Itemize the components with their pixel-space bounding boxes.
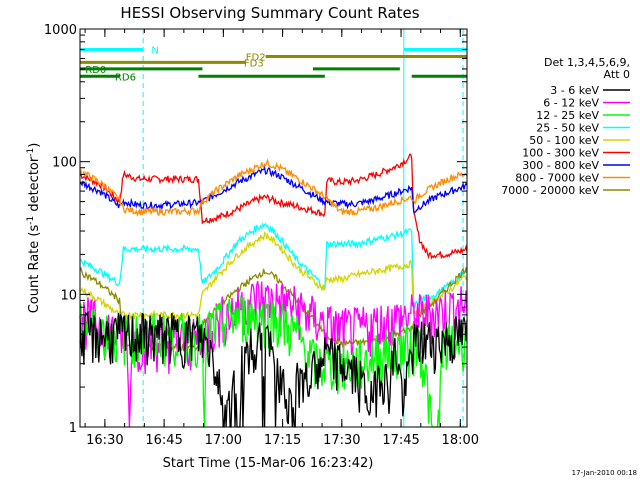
legend-header-line1: Det 1,3,4,5,6,9, — [544, 56, 630, 69]
series-line-0 — [80, 153, 468, 260]
flag-label-rd6: RD6 — [115, 72, 136, 83]
legend-label-1: 6 - 12 keV — [543, 97, 599, 110]
legend-label-0: 3 - 6 keV — [550, 84, 599, 97]
y-tick-label-2: 100 — [52, 156, 77, 171]
flag-label-fd3: FD3 — [244, 58, 264, 69]
x-tick-label-2: 17:00 — [205, 433, 242, 448]
chart-title: HESSI Observing Summary Count Rates — [120, 4, 419, 22]
y-axis-label: Count Rate (s-1 detector-1) — [26, 143, 42, 314]
legend-header-line2: Att 0 — [604, 68, 630, 81]
plot-content — [79, 29, 468, 428]
legend-label-4: 50 - 100 keV — [529, 134, 599, 147]
legend-label-8: 7000 - 20000 keV — [501, 184, 599, 197]
x-tick-label-6: 18:00 — [442, 433, 479, 448]
x-tick-label-0: 16:30 — [86, 433, 123, 448]
y-axis-label-end: ) — [27, 143, 42, 148]
series-line-8 — [79, 310, 468, 428]
y-tick-label-0: 1 — [69, 421, 77, 436]
series-line-3 — [79, 222, 468, 309]
x-axis-label: Start Time (15-Mar-06 16:23:42) — [163, 456, 374, 471]
plot-frame — [79, 28, 468, 428]
y-axis-label-main: Count Rate (s — [27, 225, 42, 314]
legend-label-6: 300 - 800 keV — [522, 159, 599, 172]
y-tick-label-3: 1000 — [44, 23, 77, 38]
x-tick-label-3: 17:15 — [264, 433, 301, 448]
footer-date: 17-Jan-2010 00:18 — [572, 469, 637, 477]
x-tick-label-5: 17:45 — [382, 433, 419, 448]
legend-label-3: 25 - 50 keV — [536, 122, 599, 135]
flag-label-n: N — [151, 46, 158, 57]
series-line-1 — [79, 165, 468, 214]
flag-label-fd2: FD2 — [246, 53, 266, 64]
series-line-2 — [79, 157, 468, 217]
y-tick-label-1: 10 — [60, 288, 77, 303]
y-axis-label-mid: detector — [27, 156, 42, 216]
series-line-4 — [79, 231, 468, 321]
y-axis-label-sup1: -1 — [26, 216, 36, 225]
flag-label-rd0: RD0 — [85, 65, 106, 76]
legend-label-2: 12 - 25 keV — [536, 109, 599, 122]
x-tick-label-4: 17:30 — [323, 433, 360, 448]
y-axis-label-sup2: -1 — [26, 148, 36, 157]
x-tick-label-1: 16:45 — [145, 433, 182, 448]
legend-label-7: 800 - 7000 keV — [515, 172, 599, 185]
series-line-6 — [79, 281, 468, 428]
y-axis: 1 10 100 1000 — [44, 23, 467, 436]
x-axis: 16:30 16:45 17:00 17:15 17:30 17:45 18:00 — [84, 29, 479, 448]
legend-label-5: 100 - 300 keV — [522, 147, 599, 160]
